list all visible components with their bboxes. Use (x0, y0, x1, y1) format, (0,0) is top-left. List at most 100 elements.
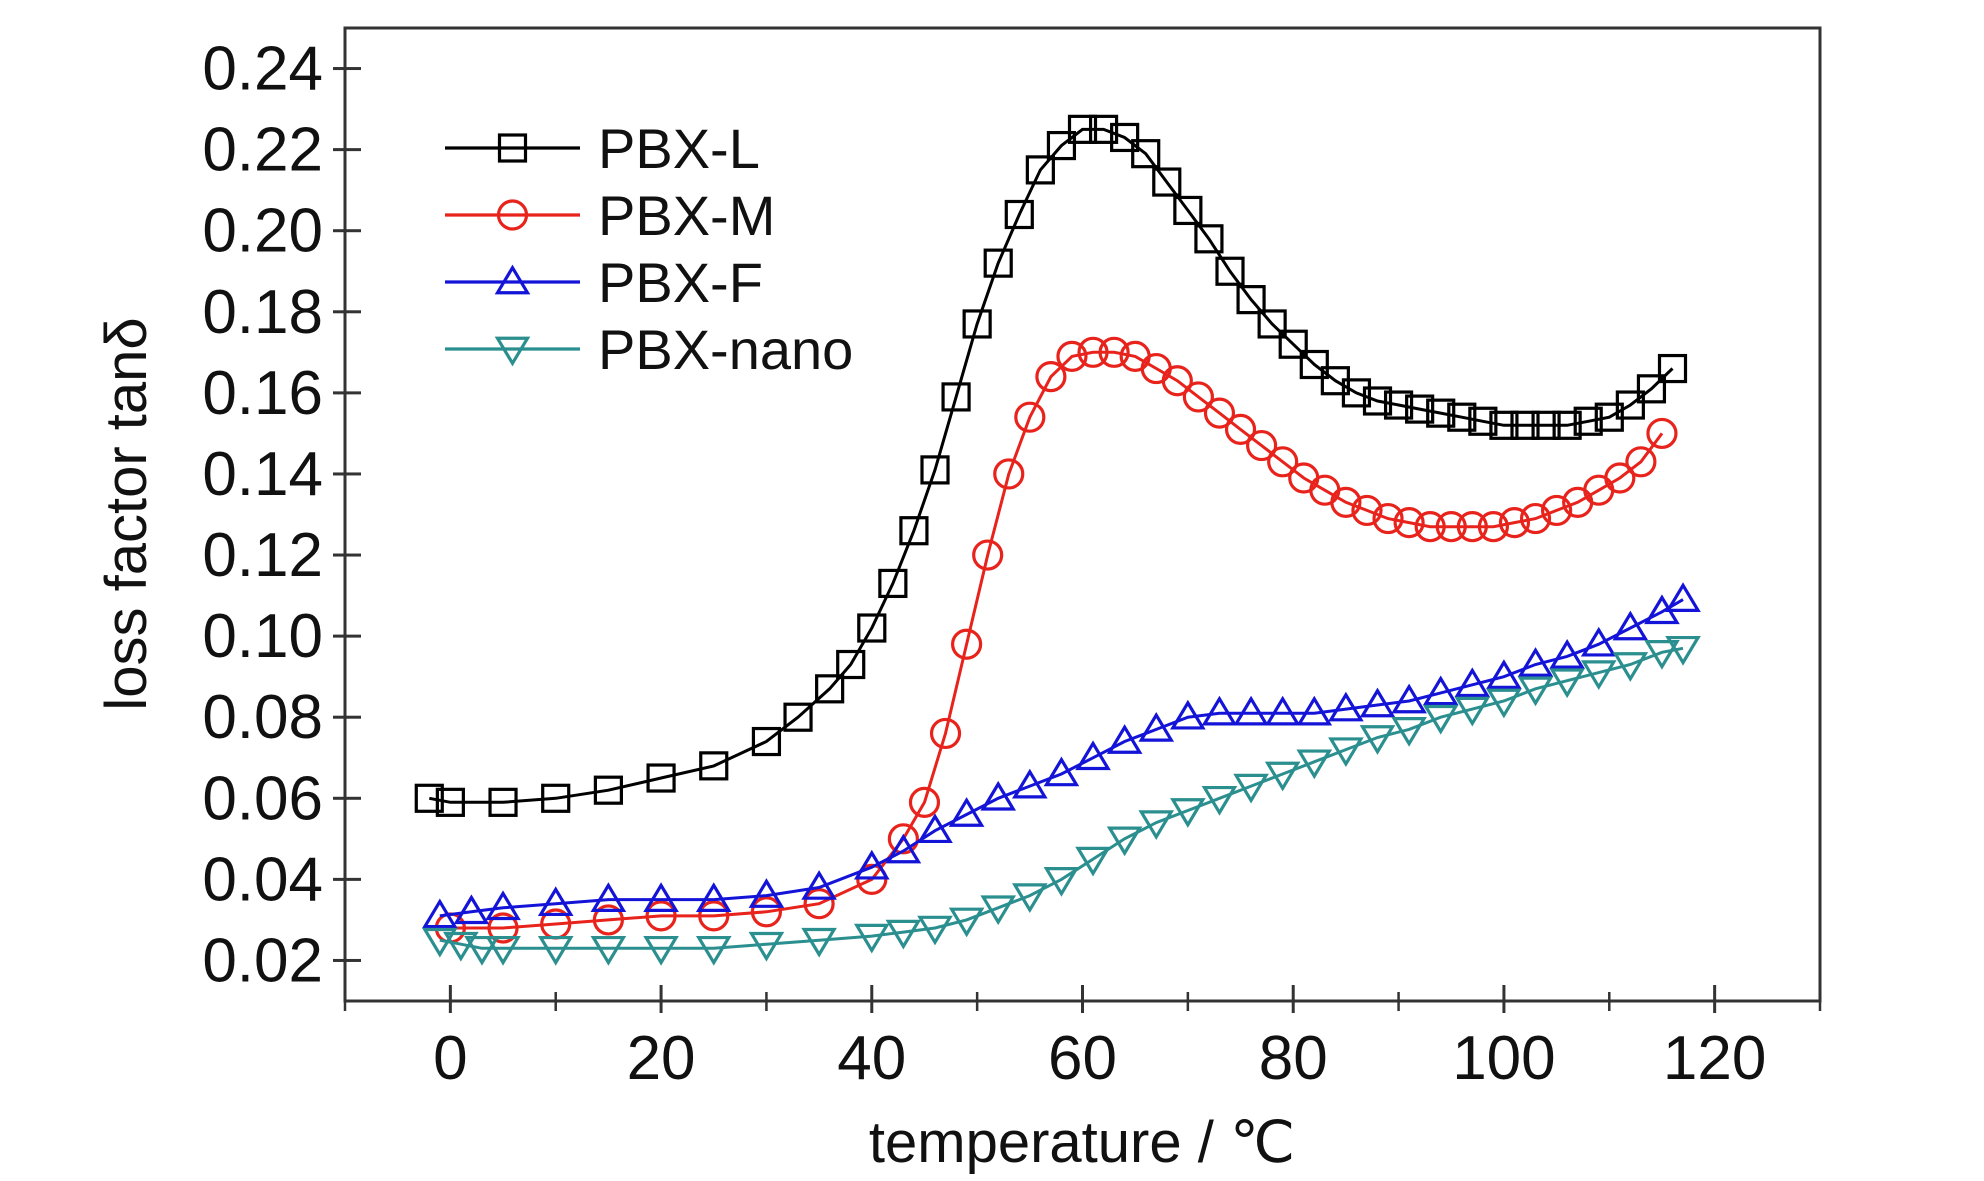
data-point (857, 613, 887, 643)
data-point (1454, 667, 1491, 698)
data-point (1612, 652, 1649, 682)
data-point (1657, 353, 1688, 384)
data-point (1426, 398, 1456, 428)
data-point (908, 786, 941, 818)
data-point (1106, 826, 1143, 857)
data-point (1075, 846, 1111, 877)
data-point (1486, 659, 1522, 689)
data-point (1170, 699, 1206, 730)
series-line (450, 350, 1664, 930)
data-point (1330, 486, 1362, 518)
data-point (1011, 883, 1048, 914)
data-point (541, 783, 571, 813)
legend-label: PBX-F (598, 251, 763, 314)
data-point (1625, 446, 1657, 478)
data-point (1138, 711, 1175, 742)
data-point (421, 927, 458, 958)
data-point (1025, 155, 1055, 185)
data-point (1215, 256, 1245, 286)
data-point (1362, 386, 1393, 416)
data-point (1477, 511, 1509, 543)
data-point (751, 726, 782, 757)
data-point (1173, 195, 1203, 226)
data-point (1075, 740, 1111, 771)
series-pbx-m (434, 336, 1678, 944)
data-point (645, 900, 677, 932)
y-tick-label: 0.14 (202, 440, 323, 509)
data-point (948, 797, 985, 827)
data-point (1043, 756, 1080, 787)
data-point (899, 516, 929, 546)
data-point (1236, 285, 1266, 315)
y-tick-label: 0.18 (202, 278, 323, 347)
data-point (1435, 511, 1467, 543)
data-point (1489, 410, 1519, 440)
y-axis: 0.02 0.04 0.06 0.08 0.10 0.12 0.14 0.16 0.18 0.20… (202, 35, 361, 995)
data-point (750, 896, 783, 928)
data-point (1170, 798, 1206, 828)
y-tick-label: 0.22 (202, 116, 323, 185)
data-point (1372, 502, 1404, 535)
data-point (917, 915, 953, 946)
data-point (1391, 683, 1427, 714)
data-point (1447, 402, 1477, 432)
series-layer (414, 114, 1701, 966)
data-point (1359, 725, 1396, 755)
data-point (1468, 406, 1498, 436)
data-point (1201, 785, 1238, 816)
data-point (453, 894, 490, 925)
data-point (1043, 867, 1080, 897)
data-point (1161, 365, 1193, 397)
data-point (1454, 696, 1491, 727)
data-point (1391, 717, 1427, 747)
data-point (1267, 446, 1299, 478)
data-point (941, 382, 971, 412)
y-tick-label: 0.12 (202, 521, 323, 590)
data-point (443, 931, 479, 962)
data-point (590, 882, 627, 912)
data-point (836, 649, 866, 680)
data-point (1296, 749, 1333, 780)
data-point (803, 888, 835, 920)
data-point (878, 568, 908, 599)
data-point (1264, 695, 1301, 726)
legend-label: PBX-nano (598, 318, 853, 381)
data-point (485, 890, 521, 921)
y-tick-label: 0.20 (202, 197, 323, 266)
data-point (1056, 340, 1088, 372)
legend-item: PBX-nano (445, 318, 853, 381)
data-point (698, 900, 730, 932)
data-point (853, 923, 890, 954)
data-point (1644, 640, 1680, 670)
data-point (1203, 397, 1236, 429)
y-tick-label: 0.16 (202, 359, 323, 428)
data-point (1646, 417, 1678, 450)
data-point (1665, 635, 1701, 666)
data-point (885, 919, 922, 950)
data-point (421, 898, 458, 929)
data-point (748, 931, 785, 962)
data-point (590, 935, 627, 966)
data-point (593, 775, 623, 805)
data-point (1224, 413, 1257, 445)
data-point (1264, 761, 1301, 792)
data-point (1414, 511, 1446, 543)
data-point (1612, 610, 1649, 641)
x-axis: 0 20 40 60 80 100 120 (343, 985, 1822, 1093)
data-point (815, 674, 845, 704)
data-point (646, 763, 676, 793)
data-point (980, 780, 1017, 811)
data-point (1486, 688, 1522, 719)
data-point (1046, 130, 1077, 161)
data-point (1517, 676, 1554, 707)
data-point (1182, 381, 1214, 413)
data-point (1549, 668, 1585, 699)
data-point (1152, 167, 1182, 197)
data-point (1351, 494, 1383, 527)
data-point (1296, 695, 1333, 726)
data-point (920, 455, 950, 485)
data-point (414, 783, 444, 813)
data-point (537, 935, 574, 966)
y-tick-label: 0.24 (202, 35, 323, 104)
x-tick-label: 20 (627, 1024, 696, 1093)
